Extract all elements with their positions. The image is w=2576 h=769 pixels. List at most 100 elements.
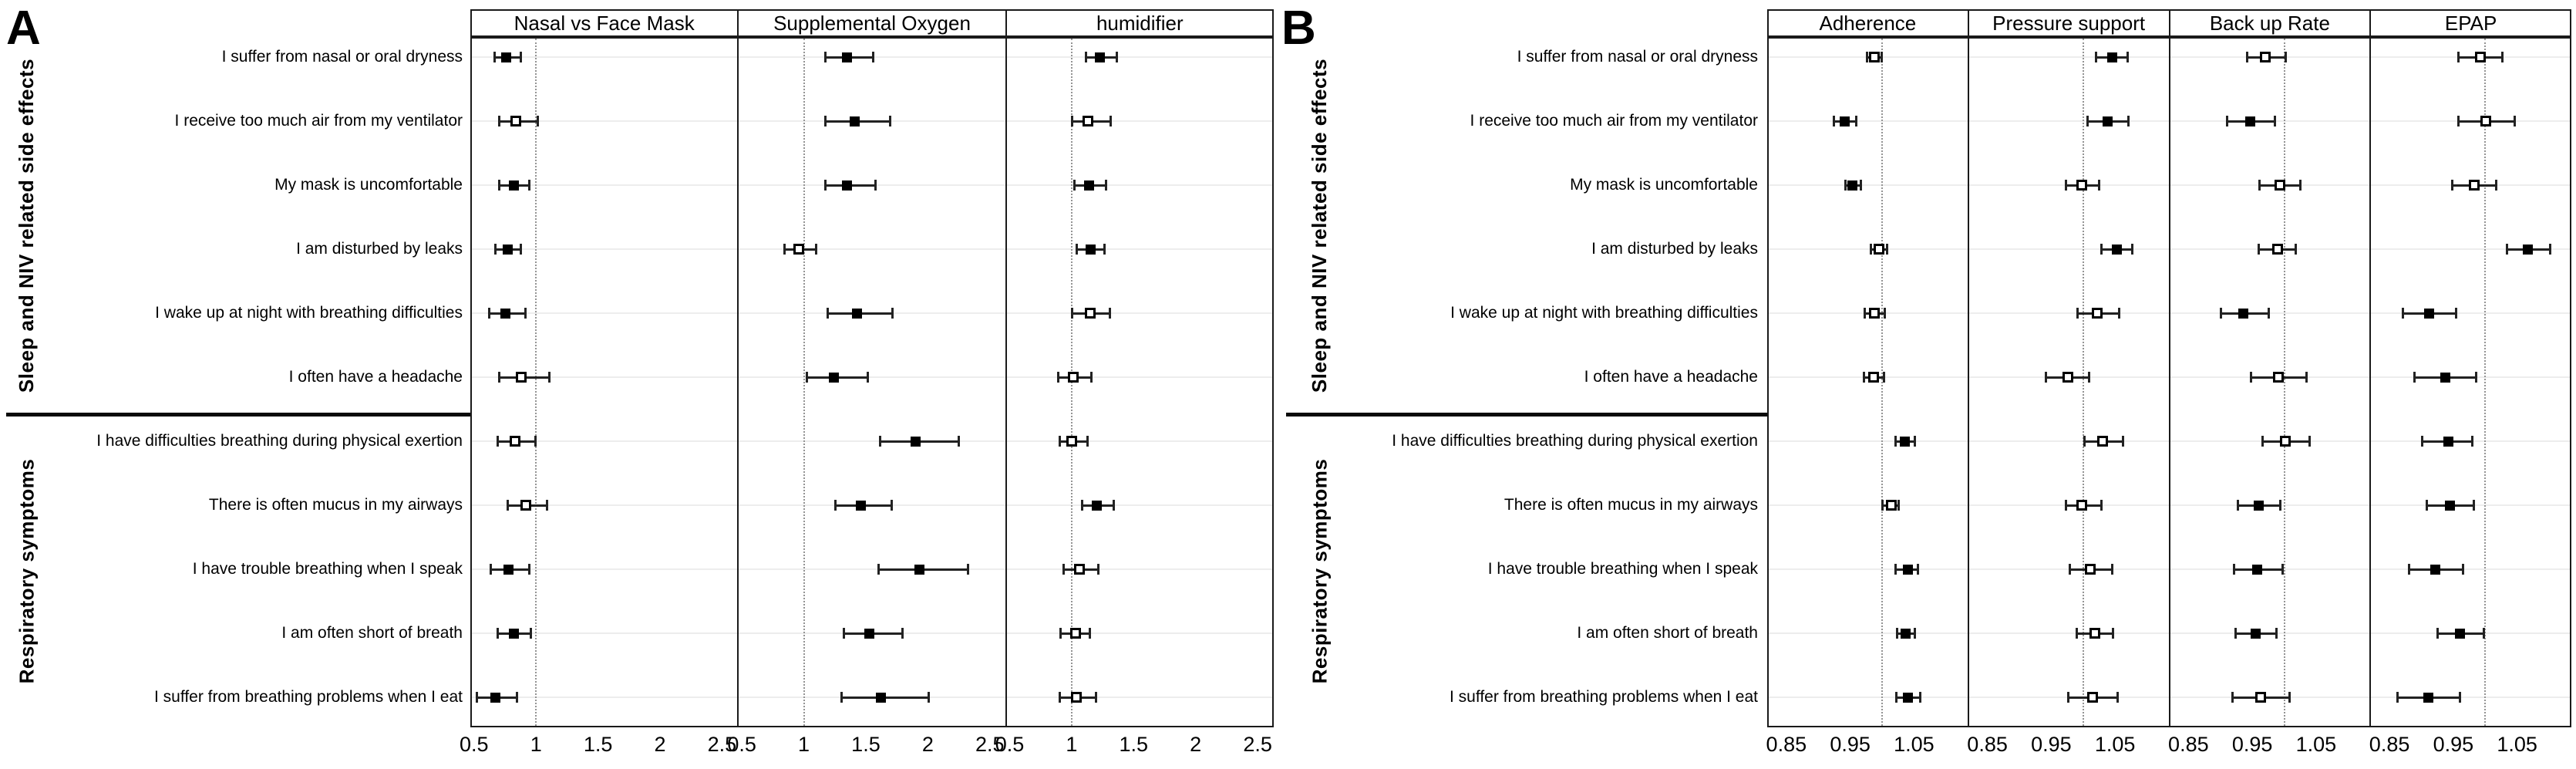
ci-cap xyxy=(2279,500,2282,511)
row-group-label-sleep-a: Sleep and NIV related side effects xyxy=(10,37,44,414)
ci-cap xyxy=(874,180,877,191)
row-label: My mask is uncomfortable xyxy=(1570,176,1758,194)
or-marker xyxy=(1902,564,1913,575)
ci-cap xyxy=(1104,180,1107,191)
or-marker xyxy=(1095,52,1106,62)
row-label: There is often mucus in my airways xyxy=(1504,496,1758,514)
ci-cap xyxy=(1080,500,1083,511)
or-marker xyxy=(1847,180,1858,191)
ci-cap xyxy=(840,692,843,703)
column-header: Back up Rate xyxy=(2209,12,2330,35)
or-marker xyxy=(2445,500,2456,511)
column-separator xyxy=(2168,9,2170,727)
or-marker xyxy=(502,244,513,255)
x-tick-label: 1.05 xyxy=(1894,733,1935,756)
row-group-label-sleep-b: Sleep and NIV related side effects xyxy=(1303,37,1337,414)
ci-cap xyxy=(1089,372,1093,383)
or-marker xyxy=(515,372,527,383)
or-marker xyxy=(2273,372,2285,383)
ci-cap xyxy=(2066,692,2069,703)
ci-cap xyxy=(2233,564,2236,575)
or-marker xyxy=(2091,308,2103,319)
or-marker xyxy=(793,244,805,255)
ci-cap xyxy=(1854,116,1857,126)
ci-cap xyxy=(890,500,893,511)
row-gridline xyxy=(472,376,1272,378)
row-group-label-respiratory-b: Respiratory symptoms xyxy=(1303,414,1337,727)
ci-cap xyxy=(2131,244,2134,255)
ci-cap xyxy=(1058,436,1061,447)
ci-cap xyxy=(2044,372,2047,383)
or-marker xyxy=(2106,52,2117,62)
ci-cap xyxy=(1833,116,1836,126)
or-marker xyxy=(1069,628,1081,639)
ci-cap xyxy=(2500,52,2504,62)
ci-cap xyxy=(814,244,817,255)
row-label: I wake up at night with breathing diffic… xyxy=(155,304,463,322)
x-tick-label: 1.5 xyxy=(583,733,613,756)
row-label: I have difficulties breathing during phy… xyxy=(96,432,463,450)
ci-cap xyxy=(891,308,894,319)
ci-cap xyxy=(2474,372,2477,383)
or-marker xyxy=(508,180,519,191)
or-marker xyxy=(914,564,924,575)
row-label: I am often short of breath xyxy=(1577,624,1758,642)
ci-cap xyxy=(2402,308,2405,319)
row-label: I am often short of breath xyxy=(281,624,463,642)
ci-cap xyxy=(1058,692,1061,703)
or-marker xyxy=(2250,628,2261,639)
or-marker xyxy=(1067,372,1079,383)
row-gridline xyxy=(472,440,1272,442)
ci-cap xyxy=(545,500,548,511)
row-label: I often have a headache xyxy=(1584,368,1758,386)
x-tick-label: 2 xyxy=(1190,733,1202,756)
or-marker xyxy=(2423,692,2434,703)
reference-line xyxy=(2082,39,2084,726)
or-marker xyxy=(2523,244,2534,255)
ci-cap xyxy=(878,436,881,447)
or-marker xyxy=(828,372,839,383)
x-tick-label: 1.05 xyxy=(2497,733,2537,756)
row-label: I suffer from nasal or oral dryness xyxy=(221,48,463,66)
x-tick-label: 1 xyxy=(798,733,810,756)
ci-cap xyxy=(2245,52,2248,62)
ci-cap xyxy=(1885,244,1888,255)
ci-cap xyxy=(2514,116,2517,126)
ci-cap xyxy=(1897,500,1901,511)
ci-cap xyxy=(1870,244,1873,255)
or-marker xyxy=(1900,436,1911,447)
ci-cap xyxy=(2126,52,2129,62)
ci-cap xyxy=(2069,564,2072,575)
or-marker xyxy=(1085,244,1096,255)
ci-cap xyxy=(2273,116,2276,126)
column-header: EPAP xyxy=(2444,12,2497,35)
or-marker xyxy=(2089,628,2101,639)
ci-cap xyxy=(2473,500,2476,511)
ci-cap xyxy=(489,564,492,575)
or-marker xyxy=(2076,180,2088,191)
ci-cap xyxy=(488,308,491,319)
ci-cap xyxy=(2299,180,2302,191)
or-marker xyxy=(2440,372,2450,383)
group-divider-line xyxy=(6,413,472,417)
ci-cap xyxy=(1070,116,1073,126)
ci-cap xyxy=(2462,564,2465,575)
or-marker xyxy=(2112,244,2123,255)
ci-cap xyxy=(1914,436,1917,447)
row-label: I have trouble breathing when I speak xyxy=(192,560,463,578)
ci-cap xyxy=(2305,372,2308,383)
or-marker xyxy=(2096,436,2108,447)
x-tick-label: 1 xyxy=(530,733,542,756)
column-header: Supplemental Oxygen xyxy=(773,12,971,35)
column-header: Nasal vs Face Mask xyxy=(514,12,695,35)
x-tick-label: 1.05 xyxy=(2295,733,2337,756)
or-marker xyxy=(2252,564,2263,575)
ci-cap xyxy=(1917,564,1920,575)
or-marker xyxy=(1873,244,1884,255)
ci-cap xyxy=(2231,692,2234,703)
ci-cap xyxy=(805,372,808,383)
column-header: humidifier xyxy=(1096,12,1184,35)
or-marker xyxy=(2443,436,2453,447)
row-label: I am disturbed by leaks xyxy=(1591,240,1758,258)
